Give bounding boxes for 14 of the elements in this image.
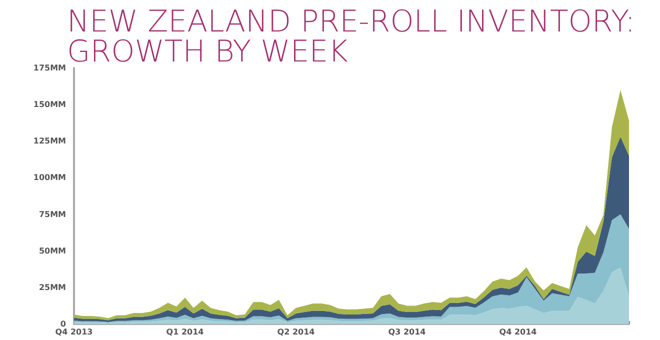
y-tick-label: 150MM xyxy=(33,100,66,110)
y-tick-label: 100MM xyxy=(33,173,66,182)
x-tick-label: Q1 2014 xyxy=(166,328,204,336)
y-tick-label: 175MM xyxy=(33,64,66,72)
y-tick-label: 125MM xyxy=(33,136,66,146)
y-tick-label: 50MM xyxy=(38,246,66,256)
chart-title: NEW ZEALAND PRE-ROLL INVENTORY: GROWTH BY WEEK xyxy=(67,4,645,70)
x-tick-label: Q4 2014 xyxy=(499,328,538,336)
y-tick-label: 0 xyxy=(60,320,66,328)
y-tick-label: 25MM xyxy=(38,282,66,292)
y-tick-label: 75MM xyxy=(38,210,66,219)
x-tick-label: Q3 2014 xyxy=(388,328,426,336)
x-tick-label: Q2 2014 xyxy=(277,328,316,336)
x-tick-label: Q4 2013 xyxy=(55,328,93,336)
